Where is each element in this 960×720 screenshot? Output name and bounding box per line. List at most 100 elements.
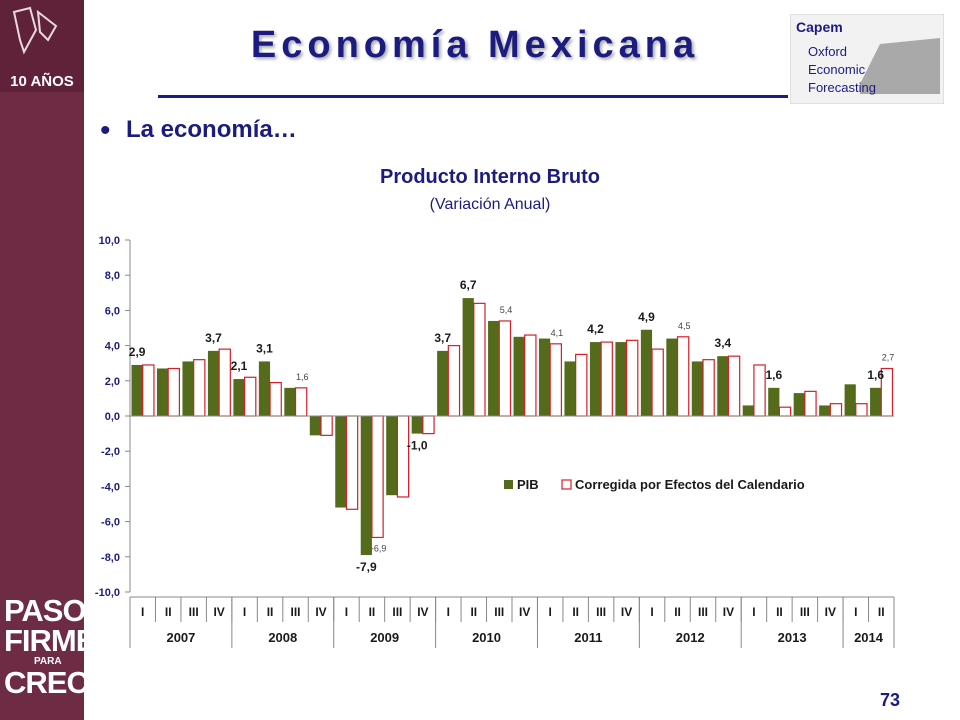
pib-bar [488, 320, 500, 416]
slogan-line-2: FIRMES [4, 623, 116, 658]
y-tick-label: 8,0 [105, 270, 120, 282]
pib-data-label: 6,7 [460, 278, 477, 292]
corrected-bar [625, 339, 639, 417]
pib-bar [309, 416, 321, 436]
y-tick-label: 0,0 [105, 411, 120, 423]
quarter-label: I [854, 605, 857, 619]
quarter-label: II [674, 605, 681, 619]
page-title: Economía Mexicana [250, 24, 700, 66]
pib-bar [666, 338, 678, 416]
pib-data-label: 4,2 [587, 322, 604, 336]
y-tick-label: -8,0 [101, 552, 120, 564]
corrected-data-label: 4,1 [551, 328, 564, 338]
slide-subtitle: La economía… [126, 116, 297, 143]
pib-bar [182, 361, 194, 416]
quarter-label: IV [825, 605, 836, 619]
slogan-line-3: PARA [34, 656, 62, 667]
pib-bar [437, 350, 449, 416]
pib-data-label: -1,0 [407, 439, 428, 453]
corrected-bar [702, 359, 715, 417]
pib-bar [768, 387, 780, 416]
corrected-bar [193, 359, 206, 417]
pib-bar [156, 368, 169, 416]
corrected-bar [727, 355, 741, 417]
quarter-label: IV [315, 605, 326, 619]
year-label: 2012 [676, 630, 705, 645]
year-label: 2011 [574, 630, 602, 645]
quarter-label: III [494, 605, 504, 619]
corrected-bar [549, 343, 563, 417]
y-tick-label: 2,0 [105, 376, 120, 388]
pib-bar [589, 342, 602, 416]
capem-building-image [860, 38, 940, 94]
pib-bar [615, 342, 627, 416]
capem-logo: Capem Oxford Economic Forecasting [790, 14, 944, 104]
pib-bar [870, 387, 882, 416]
y-tick-label: 10,0 [99, 235, 120, 247]
title-underline [158, 95, 788, 98]
y-tick-label: 6,0 [105, 305, 120, 317]
y-tick-label: -10,0 [95, 587, 120, 599]
pib-bar [793, 393, 805, 416]
corrected-bar [269, 381, 282, 417]
corrected-data-label: 2,7 [882, 352, 895, 362]
corrected-bar [142, 364, 155, 417]
pib-data-label: 2,9 [129, 345, 146, 359]
corrected-bar [345, 415, 359, 510]
year-label: 2009 [370, 630, 399, 645]
y-tick-label: 4,0 [105, 341, 120, 353]
year-label: 2008 [268, 630, 297, 645]
pib-bar [564, 361, 576, 416]
legend-swatch-corrected [561, 479, 572, 490]
corrected-bar [778, 406, 792, 417]
corrected-bar [320, 415, 333, 436]
capem-text: Capem [796, 19, 843, 35]
legend-label-pib: PIB [517, 477, 539, 492]
corrected-bar [294, 387, 308, 417]
quarter-label: I [141, 605, 144, 619]
quarter-label: II [470, 605, 477, 619]
corrected-bar [804, 390, 817, 417]
pib-bar [284, 387, 296, 416]
corrected-data-label: -6,9 [371, 543, 387, 553]
quarter-label: IV [417, 605, 428, 619]
pib-bar [717, 356, 729, 416]
pib-data-label: 3,7 [205, 331, 222, 345]
year-label: 2010 [472, 630, 501, 645]
y-tick-label: -4,0 [101, 481, 120, 493]
quarter-label: II [369, 605, 376, 619]
quarter-label: II [572, 605, 579, 619]
corrected-data-label: 1,6 [296, 372, 309, 382]
corrected-data-label: 5,4 [500, 305, 513, 315]
pib-data-label: 3,7 [434, 331, 451, 345]
corrected-data-label: 4,5 [678, 321, 691, 331]
pib-data-label: 1,6 [867, 368, 884, 382]
legend-label-corrected: Corregida por Efectos del Calendario [575, 477, 805, 492]
quarter-label: III [800, 605, 810, 619]
pib-data-label: 3,1 [256, 341, 273, 355]
corrected-bar [244, 376, 257, 417]
quarter-label: IV [519, 605, 530, 619]
pib-data-label: -7,9 [356, 560, 377, 574]
pib-bar [819, 405, 831, 416]
legend-swatch-pib [504, 480, 513, 489]
pib-bar [233, 379, 245, 416]
pib-bar [640, 329, 653, 416]
quarter-label: I [447, 605, 450, 619]
pib-bar [360, 416, 372, 556]
year-label: 2014 [854, 630, 884, 645]
quarter-label: II [267, 605, 274, 619]
y-tick-label: -2,0 [101, 446, 120, 458]
corrected-bar [855, 403, 868, 417]
sidebar-band: 10 AÑOS PASOS FIRMES PARA CRECER [0, 0, 130, 720]
logo-wing-shape [36, 9, 58, 42]
pib-bar [335, 416, 347, 508]
pib-data-label: 1,6 [765, 368, 782, 382]
pib-bar [411, 416, 423, 434]
quarter-label: III [596, 605, 606, 619]
pib-data-label: 3,4 [715, 336, 732, 350]
bullet-dot: • [100, 114, 111, 147]
side-slogan: PASOS FIRMES PARA CRECER [0, 595, 130, 720]
pib-bar [207, 350, 220, 416]
pib-bar [131, 364, 143, 416]
